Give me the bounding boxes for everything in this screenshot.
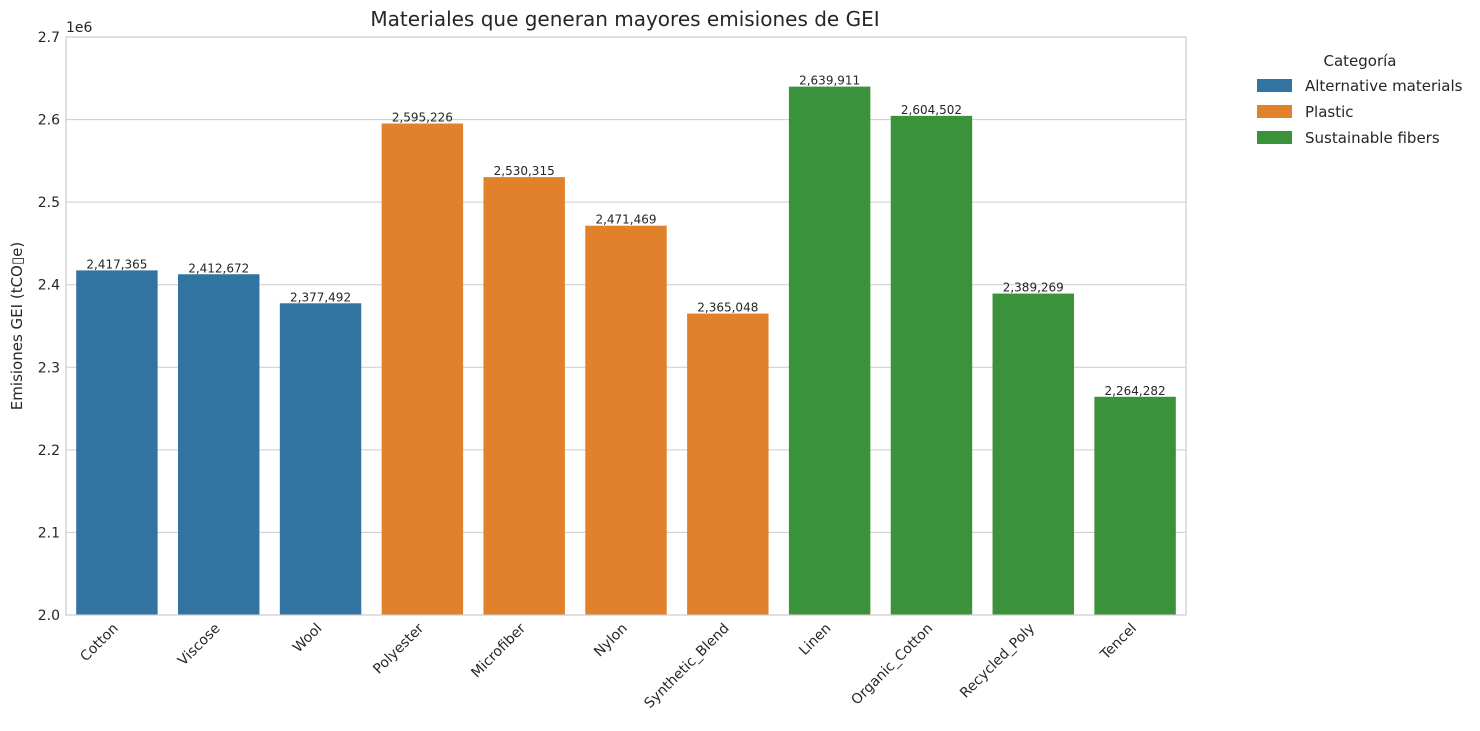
bar-wool (279, 303, 362, 615)
bar-microfiber (483, 177, 565, 615)
bar-value-label: 2,412,672 (188, 261, 249, 275)
bar-value-label: 2,377,492 (290, 290, 351, 304)
y-axis-ticks: 2.0 2.1 2.2 2.3 2.4 2.5 2.6 2.7 (38, 30, 60, 624)
y-axis-label: Emisiones GEI (tCO▯e) (8, 242, 26, 410)
y-axis-offset-label: 1e6 (66, 20, 93, 36)
bar-cotton (76, 270, 158, 615)
y-tick-label: 2.2 (38, 443, 60, 459)
bar-organic-cotton (890, 115, 973, 615)
bar-synthetic-blend (687, 313, 769, 615)
bar-value-label: 2,417,365 (86, 257, 147, 271)
legend-swatch (1257, 79, 1292, 92)
bar-viscose (178, 274, 260, 615)
legend-label: Plastic (1305, 103, 1354, 121)
legend: Categoría Alternative materials Plastic Su… (1257, 52, 1463, 147)
y-tick-label: 2.1 (38, 525, 60, 541)
bar-value-label: 2,530,315 (494, 164, 555, 178)
y-tick-label: 2.0 (38, 608, 60, 624)
bar-linen (788, 86, 871, 616)
bar-value-label: 2,639,911 (799, 74, 860, 88)
bar-value-label: 2,604,502 (901, 103, 962, 117)
y-tick-label: 2.4 (38, 278, 60, 294)
bar-value-label: 2,389,269 (1003, 281, 1064, 295)
legend-title: Categoría (1323, 52, 1396, 70)
y-tick-label: 2.3 (38, 360, 60, 376)
plot-frame (65, 36, 1187, 616)
bar-recycled-poly (992, 293, 1074, 615)
chart-title: Materiales que generan mayores emisiones… (370, 7, 879, 31)
y-tick-label: 2.6 (38, 113, 60, 129)
bar-nylon (585, 225, 667, 616)
bar-value-label: 2,365,048 (697, 301, 758, 315)
bar-value-label: 2,264,282 (1105, 384, 1166, 398)
y-tick-label: 2.5 (38, 195, 60, 211)
y-tick-label: 2.7 (38, 30, 60, 46)
bar-tencel (1094, 396, 1176, 615)
legend-label: Alternative materials (1305, 77, 1463, 95)
bar-value-label: 2,471,469 (595, 213, 656, 227)
bar-value-label: 2,595,226 (392, 111, 453, 125)
bar-polyester (381, 123, 464, 615)
legend-swatch (1257, 105, 1292, 118)
legend-label: Sustainable fibers (1305, 129, 1440, 147)
bars (76, 86, 1176, 616)
bar-value-labels: 2,417,365 2,412,672 2,377,492 2,595,226 2,53… (86, 74, 1165, 398)
legend-swatch (1257, 131, 1292, 144)
